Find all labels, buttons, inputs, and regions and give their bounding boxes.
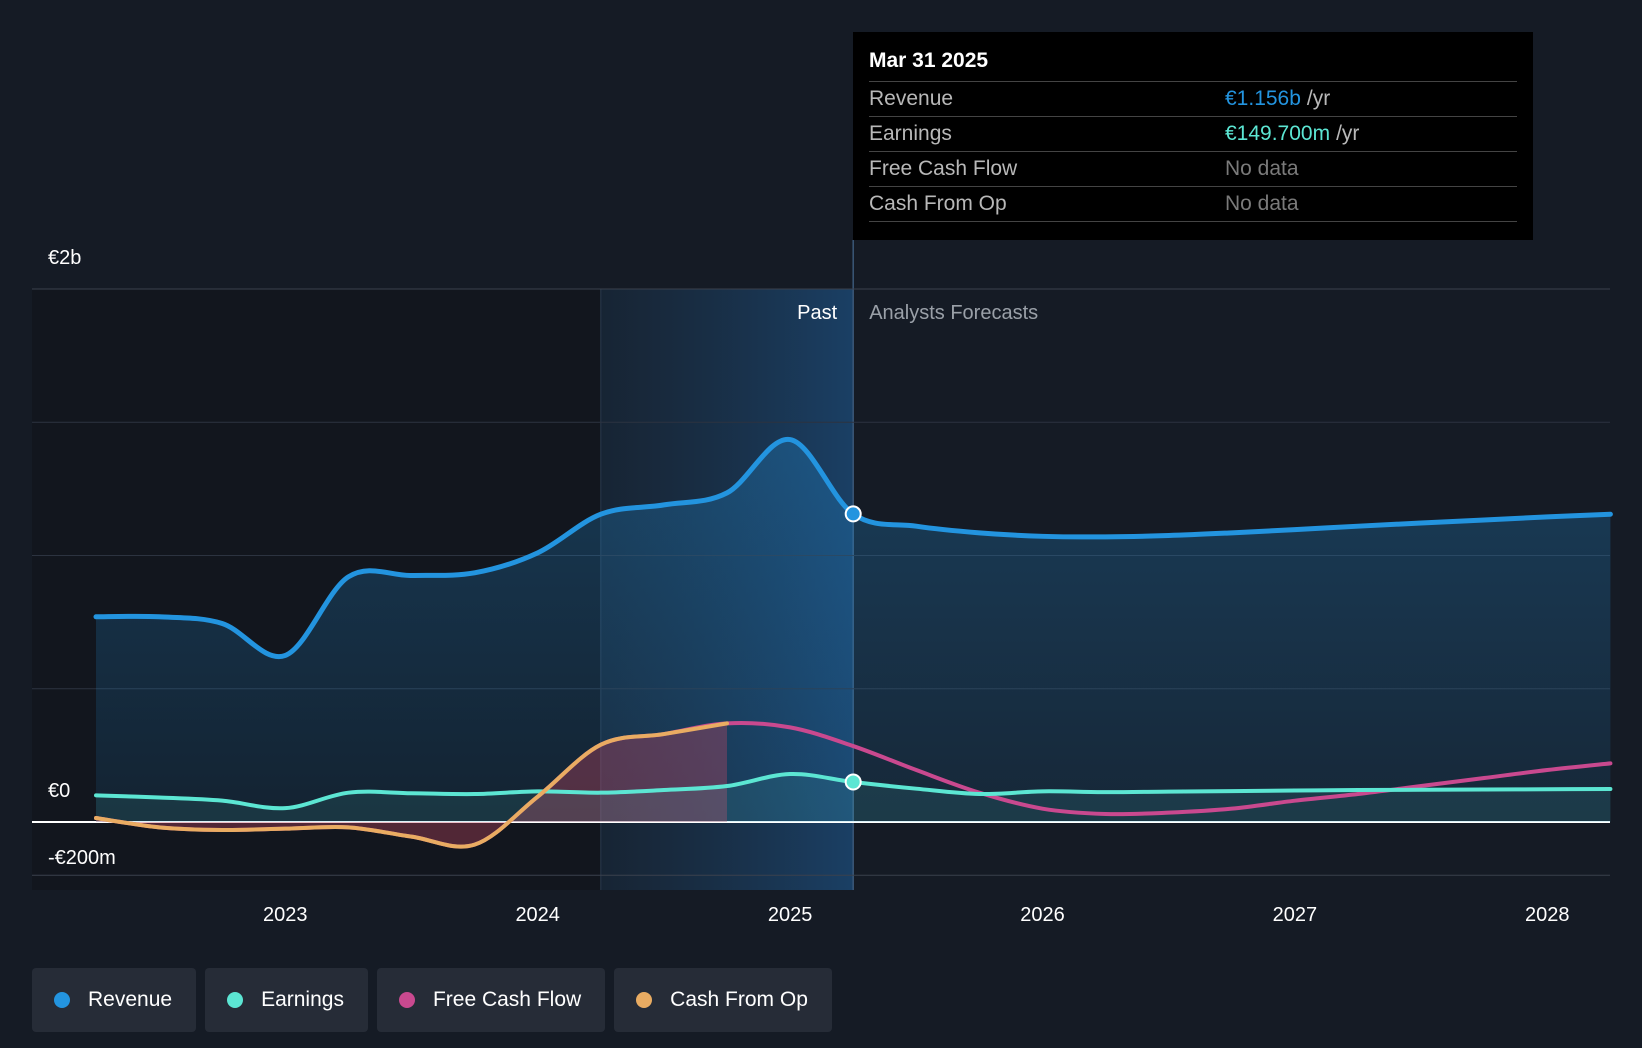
hover-tooltip: Mar 31 2025 Revenue €1.156b /yr Earnings…	[853, 32, 1533, 240]
earnings-marker[interactable]	[844, 773, 862, 791]
legend-label-revenue: Revenue	[88, 988, 173, 1011]
y-tick-label: €2b	[48, 247, 81, 269]
legend-item-earnings[interactable]: Earnings	[205, 968, 368, 1032]
tooltip-revenue-unit: /yr	[1306, 87, 1331, 110]
legend-label-cfo: Cash From Op	[670, 988, 808, 1011]
tooltip-row-fcf: Free Cash Flow No data	[869, 152, 1517, 187]
revenue-marker[interactable]	[844, 505, 862, 523]
tooltip-revenue-label: Revenue	[869, 87, 954, 110]
tooltip-earnings-value: €149.700m	[1225, 122, 1331, 145]
tooltip-cfo-value: No data	[1225, 192, 1299, 215]
cfo-area	[96, 723, 727, 847]
tooltip-earnings-unit: /yr	[1336, 122, 1360, 145]
tooltip-row-cfo: Cash From Op No data	[869, 187, 1517, 222]
x-tick-label: 2025	[768, 904, 813, 926]
x-tick-label: 2028	[1525, 904, 1570, 926]
tooltip-fcf-label: Free Cash Flow	[869, 157, 1018, 180]
tooltip-fcf-value: No data	[1225, 157, 1299, 180]
chart-labels: €2b €0 -€200m 2023 2024 2025 2026 2027 2028 Past A…	[48, 247, 1570, 926]
x-tick-label: 2026	[1020, 904, 1065, 926]
tooltip-cfo-label: Cash From Op	[869, 192, 1007, 215]
past-label: Past	[797, 302, 837, 324]
y-tick-label: -€200m	[48, 847, 116, 869]
tooltip-row-revenue: Revenue €1.156b /yr	[869, 82, 1517, 117]
legend-label-earnings: Earnings	[261, 988, 344, 1011]
fcf-dot-icon	[398, 992, 415, 1008]
legend-item-fcf[interactable]: Free Cash Flow	[376, 968, 606, 1032]
y-tick-label: €0	[48, 780, 70, 802]
cfo-line	[94, 721, 729, 849]
chart-legend: Revenue Earnings Free Cash Flow Cash Fro…	[32, 968, 832, 1032]
x-tick-label: 2023	[263, 904, 308, 926]
tooltip-row-earnings: Earnings €149.700m /yr	[869, 117, 1517, 152]
cfo-dot-icon	[636, 992, 653, 1008]
revenue-line	[93, 437, 1613, 660]
tooltip-revenue-value: €1.156b	[1225, 87, 1301, 110]
forecast-label: Analysts Forecasts	[869, 302, 1038, 324]
revenue-dot-icon	[54, 992, 70, 1008]
tooltip-date: Mar 31 2025	[869, 46, 1517, 82]
tooltip-earnings-label: Earnings	[869, 122, 952, 145]
x-tick-label: 2024	[515, 904, 560, 926]
legend-label-fcf: Free Cash Flow	[432, 988, 582, 1011]
legend-item-revenue[interactable]: Revenue	[32, 968, 197, 1032]
legend-item-cfo[interactable]: Cash From Op	[614, 968, 832, 1032]
chart-markers	[844, 505, 862, 791]
x-tick-label: 2027	[1273, 904, 1318, 926]
chart-lines	[93, 437, 1613, 849]
earnings-dot-icon	[227, 992, 244, 1008]
